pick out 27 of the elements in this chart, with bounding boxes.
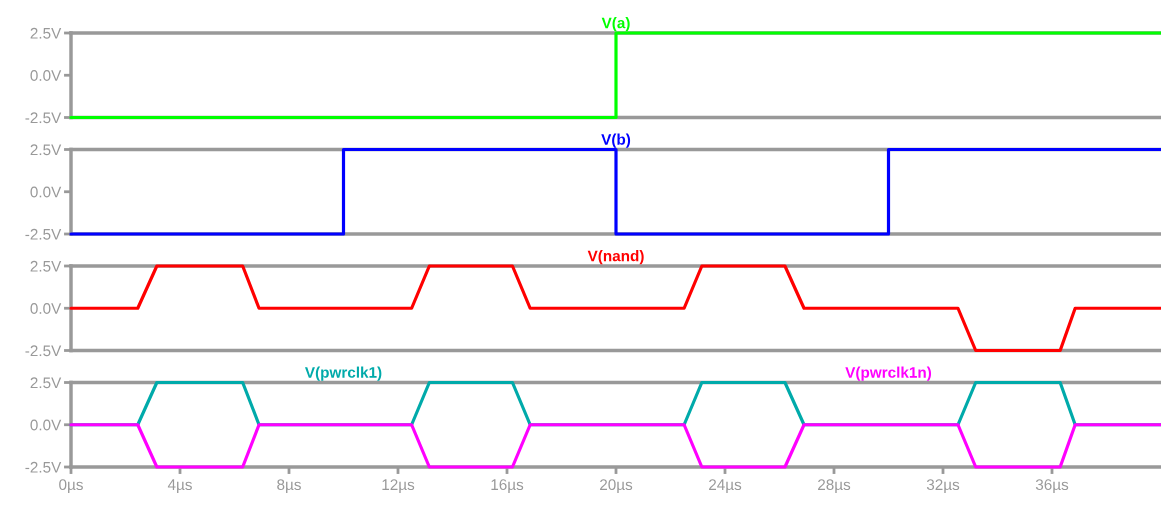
x-tick-label: 32µs bbox=[926, 479, 960, 494]
x-tick-label: 16µs bbox=[491, 479, 524, 494]
x-tick-label: 28µs bbox=[818, 479, 851, 494]
y-tick-label: -2.5V bbox=[25, 461, 62, 473]
y-tick-label: -2.5V bbox=[25, 112, 62, 124]
y-tick-label: -2.5V bbox=[25, 228, 62, 240]
y-tick-label: 0.0V bbox=[30, 70, 62, 81]
x-tick-label: 24µs bbox=[709, 479, 742, 494]
x-tick-label: 8µs bbox=[277, 479, 301, 494]
x-tick-label: 0µs bbox=[59, 479, 83, 494]
y-tick-label: 2.5V bbox=[30, 260, 62, 272]
y-tick-label: 2.5V bbox=[30, 144, 62, 156]
y-tick-label: 0.0V bbox=[30, 419, 62, 431]
y-tick-label: 0.0V bbox=[30, 186, 62, 198]
series-label: V(a) bbox=[601, 17, 630, 32]
x-tick-label: 20µs bbox=[600, 479, 633, 494]
text: V(pwrclk1) bbox=[304, 366, 382, 381]
text: V(pwrclk1n) bbox=[845, 366, 932, 381]
text: V(nand) bbox=[587, 250, 644, 265]
x-tick-label: 36µs bbox=[1035, 479, 1069, 494]
x-tick-label: 12µs bbox=[382, 479, 415, 494]
y-tick-label: 2.5V bbox=[30, 377, 62, 389]
series-label: V(b) bbox=[601, 133, 631, 148]
y-tick-label: 2.5V bbox=[30, 27, 62, 39]
y-tick-label: 0.0V bbox=[30, 303, 62, 314]
x-tick-label: 4µs bbox=[167, 479, 192, 494]
y-tick-label: -2.5V bbox=[25, 345, 62, 357]
